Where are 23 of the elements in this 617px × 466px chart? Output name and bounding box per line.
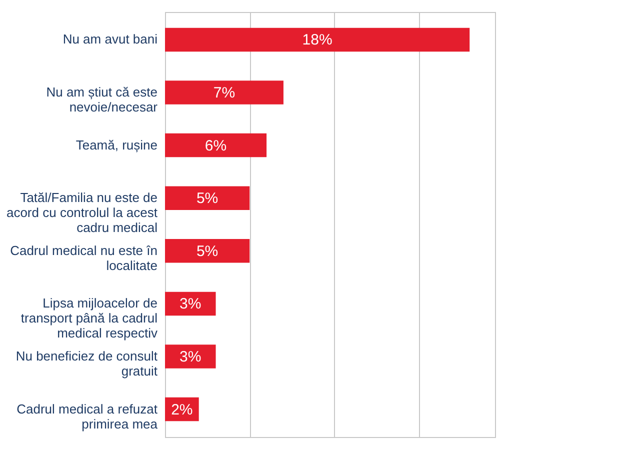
y-tick-label: Nu beneficiez de consult gratuit [16,348,158,378]
data-label: 2% [171,401,193,418]
y-tick-label: Nu am știut că este nevoie/necesar [46,84,158,115]
bar [165,28,470,52]
bar [165,133,267,158]
y-tick-label: Lipsa mijloacelor de transport până la cadrul medical respectiv [20,296,158,341]
data-label: 5% [196,242,218,260]
y-tick-label: Teamă, rușine [76,137,158,152]
y-tick-label: Tatăl/Familia nu este de acord cu controlul la acest cadru medical [6,190,158,236]
bar [165,344,216,368]
data-label: 18% [302,32,332,49]
data-label: 5% [196,190,218,208]
bar [165,80,284,104]
y-tick-label: Cadrul medical a refuzat primirea mea [16,401,158,432]
bar [165,239,250,263]
bar [165,292,216,316]
y-tick-label: Nu am avut bani [62,32,158,47]
data-label: 3% [180,348,202,366]
y-tick-label: Cadrul medical nu este în localitate [10,242,158,273]
data-label: 6% [204,137,227,154]
data-label: 3% [180,296,202,313]
data-label: 7% [213,84,236,102]
bar [165,186,250,210]
